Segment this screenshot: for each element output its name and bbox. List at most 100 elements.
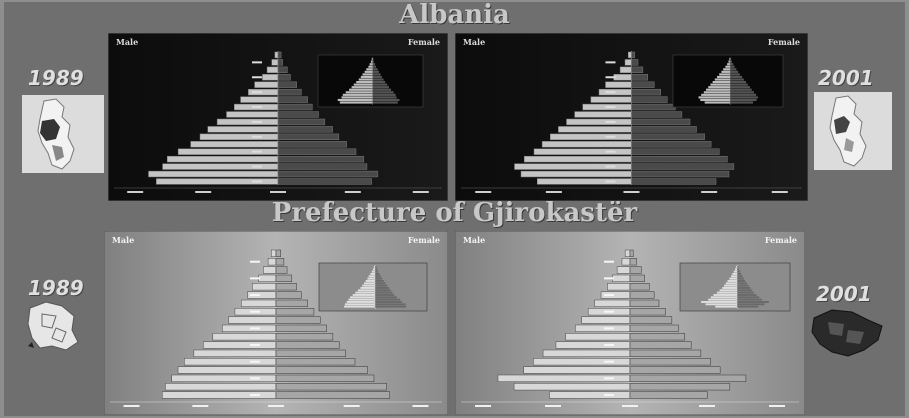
bar-female [631, 178, 717, 185]
inset-bar-female [730, 58, 732, 61]
pyramid-gjirokaster-2001: Male Female [455, 231, 805, 415]
inset-bar-female [372, 75, 382, 79]
inset-bar-female [372, 81, 386, 84]
bar-female [277, 74, 291, 81]
pyramid-albania-2001: Male Female [455, 33, 808, 201]
age-tick [252, 180, 262, 183]
bar-female [275, 258, 285, 266]
bar-female [631, 163, 735, 170]
bar-male [613, 74, 632, 81]
age-tick [250, 310, 260, 313]
inset-bar-male [337, 98, 373, 102]
x-tick [195, 191, 212, 193]
inset-bar-female [375, 294, 395, 296]
inset-bar-male [366, 68, 373, 71]
inset-bar-female [737, 294, 757, 296]
bar-female [277, 178, 372, 185]
bar-male [226, 111, 279, 118]
title-prefecture: Prefecture of Gjirokastër [271, 198, 638, 228]
bar-female [629, 324, 679, 332]
inset-bar-female [737, 289, 753, 292]
inset-bar-male [351, 86, 373, 89]
bar-female [277, 66, 288, 73]
year-label-bottom-left: 1989 [28, 276, 84, 300]
bar-male [263, 266, 277, 274]
bar-male [271, 249, 277, 257]
inset-bar-female [375, 277, 383, 280]
bar-female [629, 291, 655, 299]
inset-bar-male [727, 63, 731, 66]
inset-bar-female [372, 68, 378, 71]
age-tick [252, 106, 262, 109]
bar-female [629, 308, 666, 316]
bar-male [628, 51, 632, 59]
inset-bar-male [729, 277, 738, 280]
bar-female [277, 141, 347, 148]
bar-male [165, 383, 277, 391]
age-tick [605, 165, 616, 168]
age-tick [604, 327, 614, 330]
inset-bar-male [350, 296, 376, 299]
inset-bar-male [367, 277, 376, 280]
x-tick [192, 405, 209, 407]
inset-bar-female [372, 60, 374, 63]
inset-bar-male [706, 88, 731, 91]
bar-female [275, 299, 308, 307]
bar-female [277, 96, 308, 103]
inset-bar-female [730, 86, 750, 89]
bar-male [513, 383, 631, 391]
bar-female [629, 366, 721, 374]
inset-bar-male [369, 63, 373, 66]
inset-bar-male [356, 81, 373, 84]
inset-bar-male [721, 70, 731, 73]
age-tick [252, 135, 262, 138]
bar-male [212, 333, 277, 341]
age-tick [604, 394, 614, 397]
inset-bar-male [365, 280, 376, 282]
age-tick [252, 120, 262, 123]
inset-bar-female [375, 289, 391, 292]
x-tick [769, 405, 785, 407]
bar-male [558, 126, 632, 133]
age-tick [605, 76, 616, 79]
inset-bar-female [737, 273, 742, 275]
inset-bar-female [372, 70, 379, 73]
bar-male [252, 283, 277, 291]
x-tick [412, 405, 429, 407]
inset-bar-male [348, 298, 376, 301]
inset-bar-male [732, 273, 738, 275]
inset-bar-female [375, 268, 378, 271]
bar-female [631, 133, 705, 140]
bar-male [193, 349, 277, 357]
bar-male [621, 258, 631, 266]
bar-female [631, 51, 635, 59]
bar-female [631, 96, 668, 103]
bar-female [277, 51, 282, 59]
bar-male [594, 299, 631, 307]
age-tick [252, 61, 262, 64]
bar-female [277, 148, 357, 155]
bar-female [277, 163, 368, 170]
bar-female [629, 383, 731, 391]
age-tick [605, 120, 616, 123]
inset-bar-female [737, 275, 743, 278]
inset-bar-female [737, 287, 751, 289]
bar-male [565, 333, 631, 341]
inset-bar-male [349, 88, 373, 91]
inset-bar-male [728, 60, 731, 63]
bar-female [631, 103, 676, 111]
inset-bar-female [375, 270, 379, 273]
inset-bar-male [703, 91, 731, 94]
bar-female [629, 391, 708, 399]
age-tick [252, 150, 262, 153]
inset-bar-male [729, 58, 731, 61]
bar-male [624, 249, 631, 257]
inset-bar-female [375, 280, 384, 282]
bar-male [541, 141, 632, 148]
inset-bar-female [730, 88, 752, 91]
bar-female [277, 103, 313, 111]
inset-bar-female [737, 291, 754, 294]
inset-bar-female [372, 83, 388, 86]
bar-male [207, 126, 279, 133]
inset-bar-female [730, 93, 757, 96]
